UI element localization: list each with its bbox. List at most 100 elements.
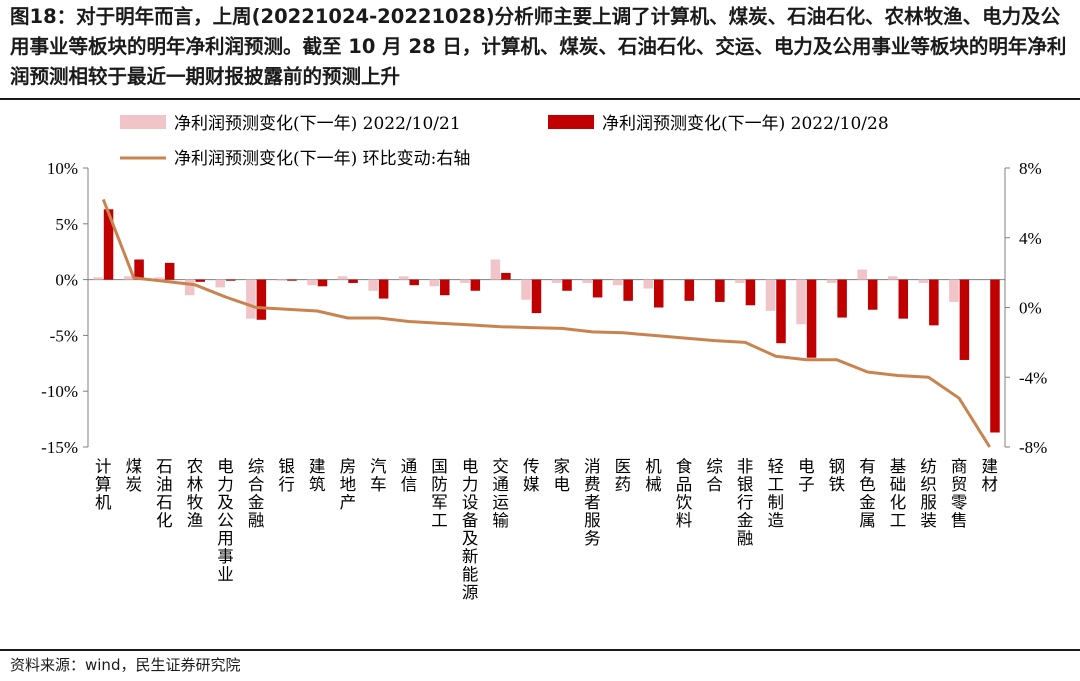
- bar-1028-电子: [806, 279, 817, 358]
- x-tick-label: 商贸零售: [951, 457, 968, 530]
- bar-1028-有色金属: [867, 279, 878, 310]
- bar-1021-基础化工: [888, 276, 898, 280]
- bar-1028-轻工制造: [776, 279, 786, 344]
- x-tick-label: 交通运输: [492, 457, 509, 530]
- bars-series-1028: [103, 209, 1000, 433]
- x-tick-label: 建材: [981, 457, 998, 494]
- x-tick-label: 石油石化: [156, 457, 173, 530]
- bar-1028-建筑: [317, 279, 328, 287]
- bar-1028-机械: [653, 279, 664, 308]
- x-tick-label: 食品饮料: [676, 457, 693, 530]
- bar-1021-医药: [612, 279, 623, 286]
- bar-1021-建筑: [307, 279, 317, 286]
- bar-1028-电力及公用事业: [226, 279, 236, 281]
- bar-1021-传媒: [521, 279, 531, 300]
- bar-1021-消费者服务: [582, 279, 592, 283]
- legend: 净利润预测变化(下一年) 2022/10/21 净利润预测变化(下一年) 2022…: [120, 114, 889, 169]
- x-tick-label: 房地产: [340, 457, 357, 512]
- bar-1021-钢铁: [826, 279, 837, 283]
- x-tick-label: 煤炭: [126, 457, 143, 494]
- x-tick-label: 钢铁: [829, 457, 846, 494]
- x-tick-label: 银行: [278, 457, 295, 494]
- x-tick-label: 建筑: [309, 457, 326, 494]
- bar-1021-家电: [551, 279, 562, 283]
- bar-1021-有色金属: [857, 269, 867, 280]
- bar-1028-煤炭: [134, 259, 144, 280]
- chart-canvas: 净利润预测变化(下一年) 2022/10/21 净利润预测变化(下一年) 2022…: [41, 114, 1047, 602]
- chart-title: 图18：对于明年而言，上周(20221024-20221028)分析师主要上调了…: [10, 5, 1067, 88]
- left-tick-label: -15%: [41, 438, 78, 457]
- bar-1028-房地产: [348, 279, 358, 283]
- bars-series-1021: [93, 259, 990, 325]
- legend-label: 净利润预测变化(下一年) 环比变动:右轴: [174, 149, 470, 169]
- top-rule: [0, 98, 1080, 100]
- x-tick-label: 轻工制造: [768, 457, 785, 530]
- right-tick-label: -4%: [1019, 368, 1047, 387]
- bar-1021-国防军工: [429, 279, 440, 287]
- bar-1028-钢铁: [837, 279, 847, 318]
- x-tick-label: 机械: [645, 457, 662, 494]
- x-tick-label: 国防军工: [431, 457, 448, 530]
- bar-1021-通信: [398, 276, 409, 280]
- x-tick-label: 家电: [554, 457, 571, 494]
- bar-1028-农林牧渔: [195, 279, 205, 282]
- bar-1021-商贸零售: [949, 279, 959, 302]
- right-tick-label: 4%: [1019, 229, 1042, 248]
- bar-1028-基础化工: [898, 279, 909, 319]
- x-tick-label: 传媒: [523, 457, 540, 494]
- x-tick-label: 医药: [615, 457, 632, 494]
- x-tick-label: 农林牧渔: [187, 457, 204, 530]
- bar-1028-计算机: [103, 209, 114, 280]
- x-tick-label: 电子: [798, 457, 815, 494]
- x-tick-label: 消费者服务: [584, 457, 601, 548]
- bar-1028-商贸零售: [959, 279, 970, 360]
- bar-1021-银行: [276, 279, 287, 281]
- x-tick-label: 汽车: [370, 457, 387, 494]
- bar-1028-通信: [409, 279, 419, 286]
- bar-1021-房地产: [337, 276, 348, 280]
- source-note: 资料来源：wind，民生证券研究院: [10, 656, 241, 674]
- bar-1028-消费者服务: [592, 279, 603, 298]
- bar-1021-电力设备及新能源: [460, 279, 470, 283]
- left-tick-label: -10%: [41, 382, 78, 401]
- left-tick-label: 0%: [55, 271, 78, 290]
- x-tick-label: 综合: [706, 457, 723, 494]
- bar-1021-交通运输: [490, 259, 501, 280]
- x-tick-label: 非银行金融: [737, 457, 754, 548]
- bar-1028-石油石化: [164, 262, 175, 280]
- x-tick-label: 电力设备及新能源: [462, 457, 479, 602]
- x-axis-labels: 计算机煤炭石油石化农林牧渔电力及公用事业综合金融银行建筑房地产汽车通信国防军工电…: [95, 457, 998, 602]
- right-tick-label: 8%: [1019, 159, 1042, 178]
- right-tick-label: -8%: [1019, 438, 1047, 457]
- bar-1021-汽车: [368, 279, 378, 291]
- x-tick-label: 基础化工: [890, 457, 907, 530]
- x-tick-label: 计算机: [95, 457, 112, 512]
- legend-label: 净利润预测变化(下一年) 2022/10/21: [174, 114, 461, 134]
- bar-1028-交通运输: [501, 272, 511, 280]
- legend-swatch-bar: [120, 115, 166, 129]
- bottom-rule: [0, 649, 1080, 651]
- bar-1021-煤炭: [123, 276, 134, 280]
- x-tick-label: 综合金融: [248, 457, 265, 530]
- bar-1028-纺织服装: [929, 279, 939, 326]
- bar-1021-石油石化: [154, 277, 164, 280]
- bar-1021-机械: [643, 279, 653, 289]
- bar-1028-传媒: [531, 279, 542, 314]
- bar-1028-国防军工: [440, 279, 450, 296]
- x-tick-label: 纺织服装: [920, 457, 937, 530]
- line-change-path: [101, 198, 991, 448]
- left-tick-label: 5%: [55, 215, 78, 234]
- bar-1028-医药: [623, 279, 633, 301]
- bar-1021-轻工制造: [765, 279, 776, 311]
- bar-1028-非银行金融: [745, 279, 756, 306]
- bar-1021-非银行金融: [735, 279, 745, 283]
- legend-swatch-bar: [548, 115, 594, 129]
- bar-1028-汽车: [378, 279, 389, 299]
- bar-1028-电力设备及新能源: [470, 279, 481, 291]
- bar-1028-食品饮料: [684, 279, 695, 301]
- bar-1021-综合金融: [246, 279, 256, 319]
- bar-1021-纺织服装: [918, 279, 929, 283]
- bar-1028-综合: [715, 279, 725, 302]
- axes: 10% 5% 0% -5% -10% -15% 8% 4% 0% -4% -8%: [41, 159, 1047, 457]
- line-series-change: [101, 198, 991, 448]
